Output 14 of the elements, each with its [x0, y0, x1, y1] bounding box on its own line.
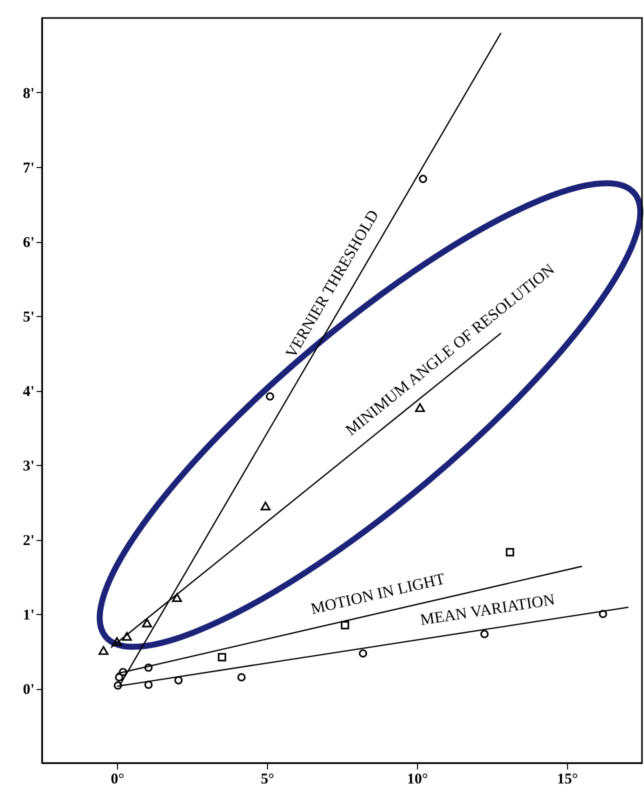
text: MEAN VARIATION [419, 592, 556, 630]
y-tick-label: 3' [22, 458, 34, 474]
y-tick-label: 5' [22, 310, 34, 326]
y-tick-label: 2' [22, 533, 34, 549]
x-tick-label: 15° [557, 772, 578, 788]
y-tick-label: 8' [22, 86, 34, 102]
x-tick-label: 5° [260, 772, 274, 788]
y-tick-label: 1' [22, 608, 34, 624]
y-tick-label: 4' [22, 384, 34, 400]
y-tick-label: 7' [22, 160, 34, 176]
x-tick-label: 0° [110, 772, 124, 788]
y-tick-label: 0' [22, 682, 34, 698]
x-tick-label: 10° [407, 772, 428, 788]
y-tick-label: 6' [22, 235, 34, 251]
